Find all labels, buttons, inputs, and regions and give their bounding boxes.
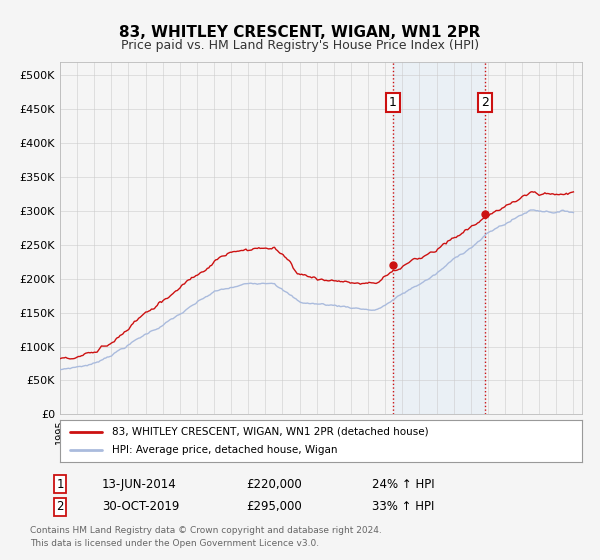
Text: This data is licensed under the Open Government Licence v3.0.: This data is licensed under the Open Gov… <box>30 539 319 548</box>
83, WHITLEY CRESCENT, WIGAN, WN1 2PR (detached house) <box>56 356 64 362</box>
HPI: Average price, detached house, Wigan: (2.02e+03, 2.97e+05): Average price, detached house, Wigan: (2… <box>570 209 577 216</box>
Text: Contains HM Land Registry data © Crown copyright and database right 2024.: Contains HM Land Registry data © Crown c… <box>30 526 382 535</box>
Line: 83, WHITLEY CRESCENT, WIGAN, WN1 2PR (detached house): 83, WHITLEY CRESCENT, WIGAN, WN1 2PR (de… <box>60 192 574 359</box>
83, WHITLEY CRESCENT, WIGAN, WN1 2PR (detached house) <box>283 254 290 261</box>
83, WHITLEY CRESCENT, WIGAN, WN1 2PR (detached house) <box>236 248 244 254</box>
Text: £295,000: £295,000 <box>246 500 302 514</box>
83, WHITLEY CRESCENT, WIGAN, WN1 2PR (detached house) <box>67 356 74 362</box>
Text: 1: 1 <box>56 478 64 491</box>
83, WHITLEY CRESCENT, WIGAN, WN1 2PR (detached house) <box>570 189 577 195</box>
HPI: Average price, detached house, Wigan: (2.02e+03, 3.01e+05): Average price, detached house, Wigan: (2… <box>530 207 537 213</box>
83, WHITLEY CRESCENT, WIGAN, WN1 2PR (detached house) <box>544 190 551 197</box>
Text: 2: 2 <box>481 96 489 109</box>
Line: HPI: Average price, detached house, Wigan: HPI: Average price, detached house, Wiga… <box>60 210 574 370</box>
Text: 24% ↑ HPI: 24% ↑ HPI <box>372 478 434 491</box>
Text: £220,000: £220,000 <box>246 478 302 491</box>
HPI: Average price, detached house, Wigan: (2.02e+03, 3e+05): Average price, detached house, Wigan: (2… <box>542 208 550 214</box>
83, WHITLEY CRESCENT, WIGAN, WN1 2PR (detached house) <box>211 258 218 264</box>
HPI: Average price, detached house, Wigan: (2.01e+03, 1.9e+05): Average price, detached house, Wigan: (2… <box>235 282 242 289</box>
HPI: Average price, detached house, Wigan: (2e+03, 1.87e+05): Average price, detached house, Wigan: (2… <box>227 284 234 291</box>
83, WHITLEY CRESCENT, WIGAN, WN1 2PR (detached house) <box>529 188 536 195</box>
83, WHITLEY CRESCENT, WIGAN, WN1 2PR (detached house) <box>121 329 128 335</box>
Text: 13-JUN-2014: 13-JUN-2014 <box>102 478 177 491</box>
Text: 1: 1 <box>389 96 397 109</box>
Text: 30-OCT-2019: 30-OCT-2019 <box>102 500 179 514</box>
HPI: Average price, detached house, Wigan: (2e+03, 6.6e+04): Average price, detached house, Wigan: (2… <box>56 366 64 373</box>
HPI: Average price, detached house, Wigan: (2e+03, 1.8e+05): Average price, detached house, Wigan: (2… <box>209 289 217 296</box>
Bar <box>393 62 485 414</box>
83, WHITLEY CRESCENT, WIGAN, WN1 2PR (detached house) <box>228 249 235 255</box>
HPI: Average price, detached house, Wigan: (2.01e+03, 1.82e+05): Average price, detached house, Wigan: (2… <box>281 288 288 295</box>
Text: Price paid vs. HM Land Registry's House Price Index (HPI): Price paid vs. HM Land Registry's House … <box>121 39 479 52</box>
Text: 83, WHITLEY CRESCENT, WIGAN, WN1 2PR: 83, WHITLEY CRESCENT, WIGAN, WN1 2PR <box>119 25 481 40</box>
Text: 2: 2 <box>56 500 64 514</box>
Text: 33% ↑ HPI: 33% ↑ HPI <box>372 500 434 514</box>
Text: HPI: Average price, detached house, Wigan: HPI: Average price, detached house, Wiga… <box>112 445 338 455</box>
HPI: Average price, detached house, Wigan: (2e+03, 9.7e+04): Average price, detached house, Wigan: (2… <box>119 345 127 352</box>
Text: 83, WHITLEY CRESCENT, WIGAN, WN1 2PR (detached house): 83, WHITLEY CRESCENT, WIGAN, WN1 2PR (de… <box>112 427 429 437</box>
